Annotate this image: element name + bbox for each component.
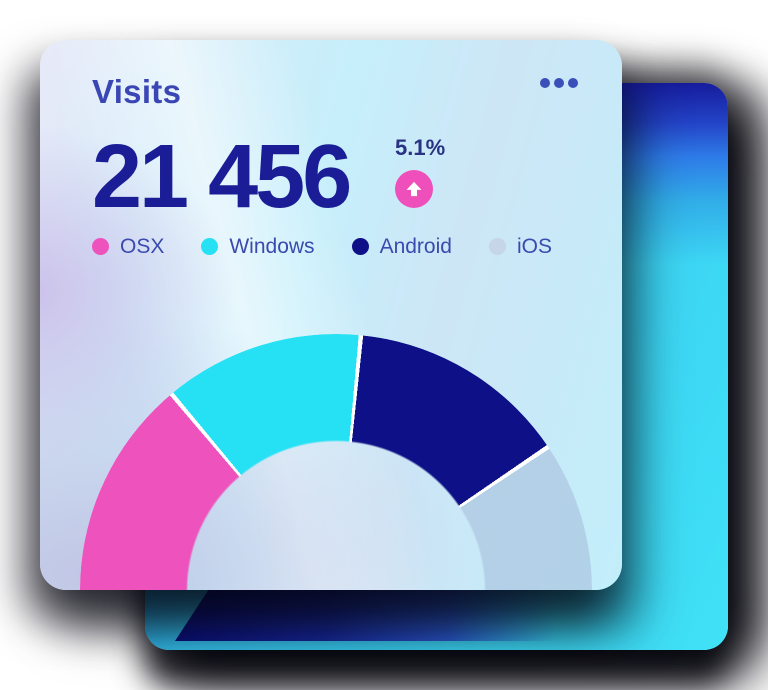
more-menu-button[interactable]	[540, 78, 578, 88]
legend-dot-ios	[488, 238, 506, 255]
legend-item-windows[interactable]: Windows	[201, 235, 315, 258]
arrow-up-icon	[406, 181, 422, 197]
gauge-arc	[80, 334, 592, 590]
legend-dot-android	[351, 238, 369, 255]
dots-menu-icon	[568, 78, 578, 88]
legend-item-osx[interactable]: OSX	[92, 236, 164, 257]
legend-item-android[interactable]: Android	[351, 235, 452, 258]
card-title: Visits	[92, 73, 182, 110]
trend-up-badge	[395, 170, 433, 208]
delta-percentage: 5.1%	[395, 135, 446, 160]
background-card-wedge	[175, 589, 555, 641]
legend-label-ios: iOS	[516, 235, 552, 258]
legend-label-android: Android	[379, 235, 452, 258]
legend: OSX Windows Android iOS	[92, 236, 552, 257]
legend-label-windows: Windows	[229, 235, 315, 258]
dots-menu-icon	[540, 78, 550, 88]
legend-label-osx: OSX	[120, 235, 165, 258]
visits-value: 21 456	[92, 127, 352, 227]
platform-gauge-chart	[80, 334, 592, 590]
dots-menu-icon	[554, 78, 564, 88]
legend-item-ios[interactable]: iOS	[488, 235, 552, 258]
delta-block: 5.1%	[395, 137, 445, 208]
visits-card: Visits 21 456 5.1% OSX Windows	[40, 40, 622, 590]
legend-dot-windows	[201, 238, 219, 255]
legend-dot-osx	[92, 238, 109, 255]
